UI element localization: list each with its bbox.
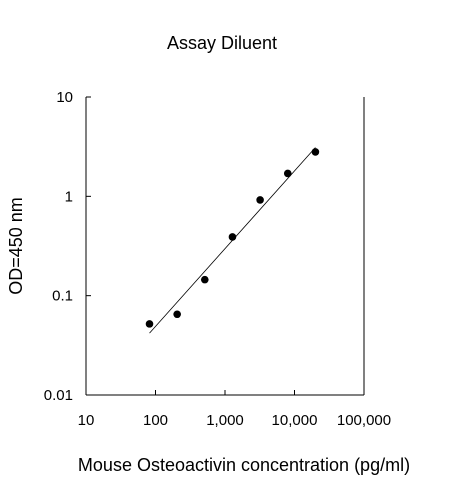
y-tick-label: 0.1 xyxy=(52,288,73,305)
x-tick-label: 1,000 xyxy=(206,412,244,429)
data-points xyxy=(145,148,320,328)
x-tick-label: 10,000 xyxy=(272,412,318,429)
data-point xyxy=(311,148,320,156)
y-tick-label: 0.01 xyxy=(44,387,73,404)
data-point xyxy=(145,320,154,328)
y-tick-label: 10 xyxy=(56,89,73,106)
x-axis-label: Mouse Osteoactivin concentration (pg/ml) xyxy=(78,455,410,475)
x-axis-ticks: 10 100 1,000 10,000 100,000 xyxy=(78,390,391,429)
data-point xyxy=(256,196,264,204)
data-point xyxy=(283,169,292,178)
y-tick-label: 1 xyxy=(65,188,73,205)
data-point xyxy=(173,310,181,319)
plot-area xyxy=(85,97,365,396)
y-axis-ticks: 0.01 0.1 1 10 xyxy=(44,89,91,404)
x-tick-label: 100,000 xyxy=(337,412,391,429)
data-point xyxy=(228,233,237,241)
y-axis-label: OD=450 nm xyxy=(6,197,26,295)
data-point xyxy=(200,275,209,284)
chart-title: Assay Diluent xyxy=(167,33,277,53)
x-tick-label: 10 xyxy=(78,412,95,429)
x-tick-label: 100 xyxy=(143,412,168,429)
